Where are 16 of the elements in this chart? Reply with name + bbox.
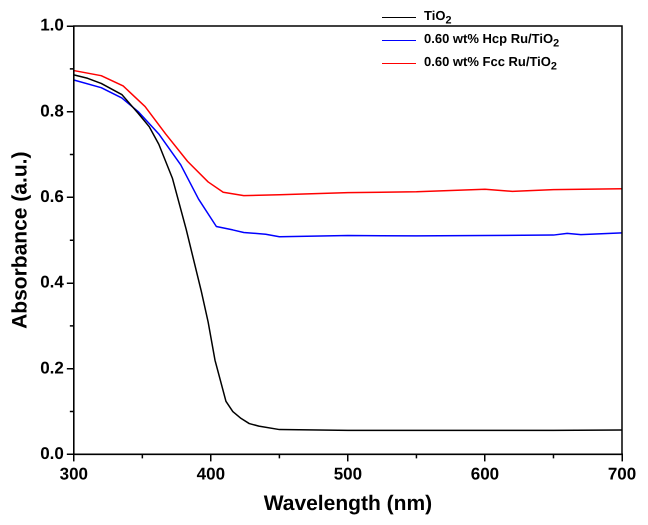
y-tick-label: 0.4	[40, 272, 64, 292]
legend-label: 0.60 wt% Fcc Ru/TiO$_{2}$	[424, 54, 557, 73]
y-tick-label: 1.0	[40, 16, 64, 35]
legend-label: 0.60 wt% Hcp Ru/TiO$_{2}$	[424, 31, 560, 50]
x-tick-label: 700	[608, 464, 636, 484]
y-tick-label: 0.2	[40, 358, 64, 378]
legend-label: TiO$_{2}$	[424, 8, 452, 27]
x-tick-label: 400	[196, 464, 226, 484]
y-tick-label: 0.0	[40, 444, 64, 464]
y-tick-label: 0.6	[40, 187, 64, 206]
x-tick-label: 600	[470, 464, 500, 484]
x-tick-label: 300	[60, 464, 88, 484]
y-axis-title: Absorbance (a.u.)	[8, 152, 32, 329]
x-axis-title: Wavelength (nm)	[264, 492, 432, 516]
x-tick-label: 500	[334, 464, 362, 484]
y-tick-label: 0.8	[40, 101, 64, 120]
